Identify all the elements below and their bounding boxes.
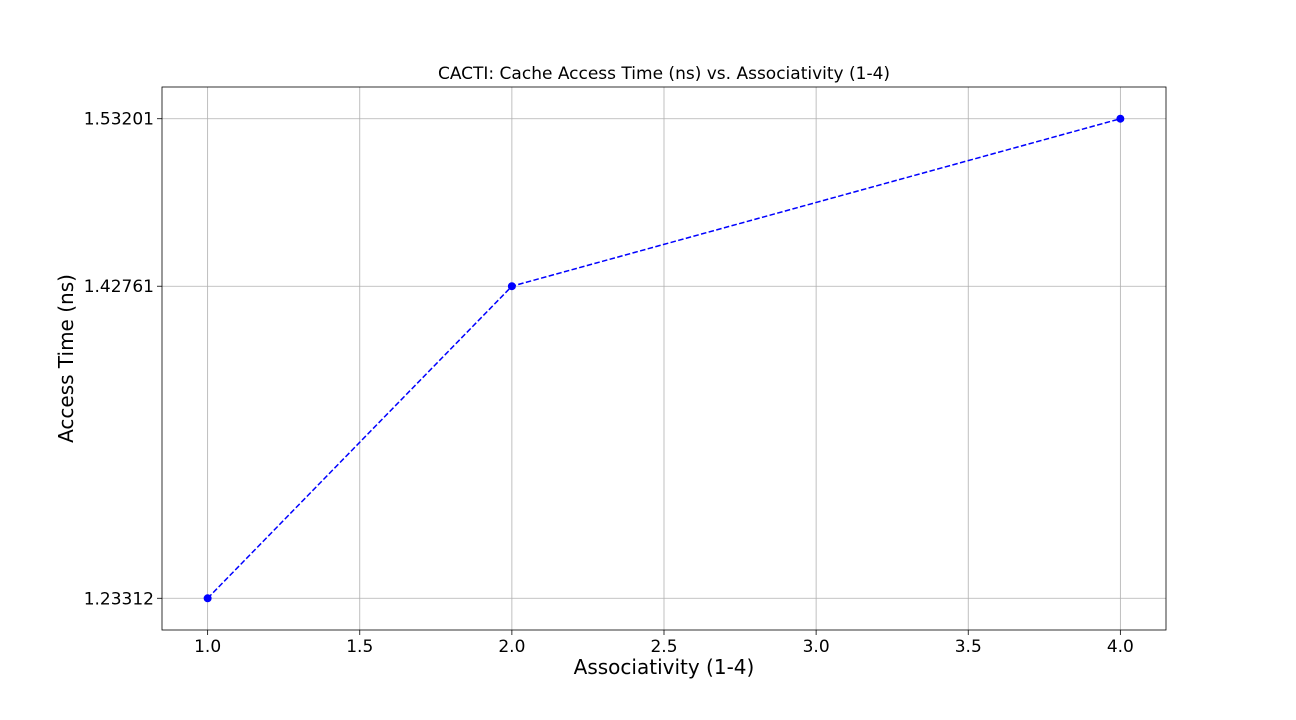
x-tick-label: 3.5 — [955, 637, 982, 657]
series-layer — [203, 114, 1125, 603]
y-tick-label: 1.53201 — [84, 110, 154, 130]
ticks-layer: 1.0 1.5 2.0 2.5 3.0 3.5 4.0 1.23312 1.42761 1.532… — [84, 110, 1134, 657]
chart-title: CACTI: Cache Access Time (ns) vs. Associ… — [438, 64, 890, 84]
data-point — [1116, 114, 1125, 123]
data-point — [203, 594, 212, 603]
x-tick-label: 2.5 — [650, 637, 677, 657]
x-tick-label: 3.0 — [803, 637, 830, 657]
y-tick-label: 1.42761 — [84, 277, 154, 297]
y-axis-label: Access Time (ns) — [54, 274, 78, 443]
x-axis-label: Associativity (1-4) — [574, 655, 755, 679]
y-tick-label: 1.23312 — [84, 589, 154, 609]
x-tick-label: 1.0 — [194, 637, 221, 657]
x-tick-label: 2.0 — [498, 637, 525, 657]
x-tick-label: 4.0 — [1107, 637, 1134, 657]
grid-layer — [162, 87, 1166, 630]
x-tick-label: 1.5 — [346, 637, 373, 657]
data-point — [507, 282, 516, 291]
